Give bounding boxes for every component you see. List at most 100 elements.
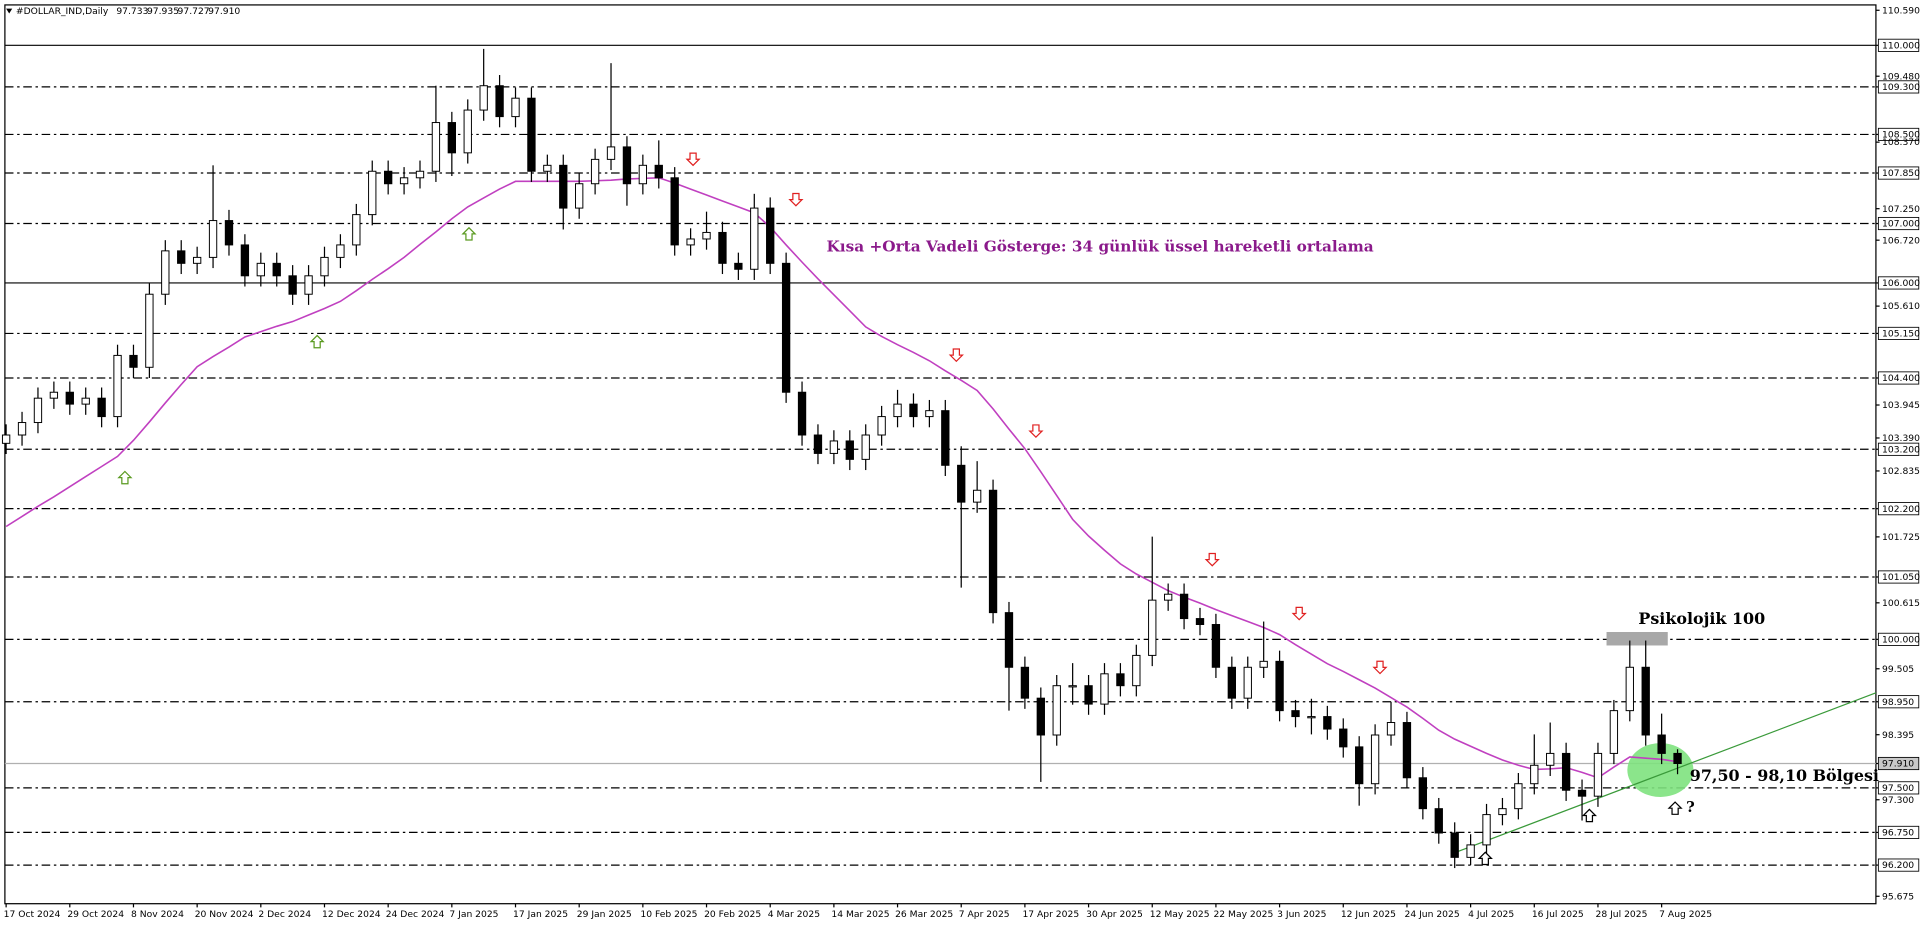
x-tick-label: 28 Jul 2025 [1596, 909, 1648, 920]
y-tick-label: 100.615 [1882, 598, 1920, 609]
annotation: ? [1686, 799, 1695, 816]
y-tick-label: 108.370 [1882, 137, 1920, 148]
resistance-box [1606, 632, 1668, 646]
x-tick-label: 7 Aug 2025 [1659, 909, 1712, 920]
candle-body [813, 434, 823, 454]
candle-body [1211, 624, 1221, 668]
candle-body [670, 177, 679, 246]
candle-body [192, 256, 202, 264]
candle-body [49, 391, 59, 399]
candle-body [527, 97, 536, 172]
menu-triangle [6, 8, 13, 14]
x-tick-label: 29 Jan 2025 [577, 909, 632, 920]
candle-body [797, 391, 807, 436]
x-tick-label: 26 Mar 2025 [895, 909, 953, 920]
y-tick-label: 110.000 [1882, 40, 1920, 51]
candle-body [654, 164, 663, 179]
arrow [1581, 808, 1597, 823]
x-tick-label: 16 Jul 2025 [1532, 909, 1584, 920]
x-tick-label: 17 Apr 2025 [1022, 909, 1079, 920]
candle-body [177, 250, 186, 264]
candle-body [1673, 752, 1682, 765]
level-label-box [1877, 38, 1920, 52]
candle-body [1482, 814, 1491, 846]
x-tick-label: 17 Jan 2025 [513, 909, 568, 920]
arrow [1372, 660, 1388, 675]
candle-body [129, 354, 138, 368]
arrow [788, 192, 804, 207]
candle-body [575, 183, 584, 209]
candle-body [1084, 685, 1093, 705]
x-tick-label: 22 May 2025 [1213, 909, 1273, 920]
candle-body [1609, 710, 1619, 754]
y-tick-label: 105.150 [1882, 329, 1920, 340]
x-tick-label: 8 Nov 2024 [131, 909, 184, 920]
candle-body [1116, 673, 1125, 687]
candle-body [1227, 666, 1236, 699]
x-tick-label: 2 Dec 2024 [258, 909, 311, 920]
candle-body [1625, 666, 1634, 712]
candle-body [1530, 764, 1539, 785]
candle-body [415, 170, 425, 179]
candle-body [240, 244, 250, 277]
candle-body [384, 170, 393, 185]
candle-body [1577, 789, 1587, 797]
candle-body [622, 146, 632, 185]
level-label-box [1877, 781, 1920, 795]
x-tick-label: 10 Feb 2025 [640, 909, 697, 920]
level-label-box [1877, 570, 1920, 584]
x-tick-label: 4 Jul 2025 [1468, 909, 1514, 920]
level-label-box [1877, 502, 1920, 516]
candle-body [972, 489, 982, 503]
candle-body [1132, 654, 1141, 687]
level-label-box [1877, 858, 1920, 872]
candle-body [1179, 593, 1189, 620]
candle-body [272, 262, 281, 277]
y-tick-label: 107.250 [1882, 204, 1920, 215]
candle-body [113, 354, 122, 418]
candle-body [1466, 844, 1475, 858]
arrow [117, 470, 133, 485]
x-tick-label: 12 May 2025 [1150, 909, 1210, 920]
arrow [1204, 552, 1220, 567]
arrow [309, 334, 325, 349]
y-tick-label: 101.725 [1882, 532, 1920, 543]
y-tick-label: 104.400 [1882, 373, 1920, 384]
level-label-box [1877, 326, 1920, 340]
y-tick-label: 109.300 [1882, 82, 1920, 93]
candle-body [336, 244, 345, 258]
header-value: 97.910 [208, 6, 240, 17]
y-tick-label: 102.835 [1882, 466, 1920, 477]
candle-body [638, 164, 648, 185]
header-value: 97.733 [116, 6, 148, 17]
x-tick-label: 4 Mar 2025 [768, 909, 820, 920]
ema-line [5, 176, 1678, 779]
candle-body [17, 422, 27, 436]
y-tick-label: 97.910 [1882, 759, 1914, 770]
y-tick-label: 106.720 [1882, 235, 1920, 246]
arrow [1291, 606, 1307, 621]
x-tick-label: 24 Dec 2024 [386, 909, 445, 920]
y-tick-label: 110.590 [1882, 5, 1920, 16]
candle-body [781, 262, 791, 393]
candle-body [463, 109, 472, 154]
candle-body [447, 122, 457, 154]
candle-body [1020, 666, 1030, 699]
candle-body [1164, 593, 1173, 601]
y-tick-label: 100.000 [1882, 634, 1920, 645]
level-label-box [1877, 166, 1920, 180]
x-tick-label: 12 Dec 2024 [322, 909, 381, 920]
candle-body [909, 403, 918, 418]
candle-body [1, 434, 11, 444]
candle-body [1259, 660, 1268, 668]
candle-body [224, 220, 234, 246]
candle-body [399, 177, 409, 185]
y-tick-label: 99.505 [1882, 664, 1914, 675]
candle-body [256, 262, 265, 277]
x-tick-label: 20 Nov 2024 [195, 909, 254, 920]
candle-body [1434, 808, 1443, 834]
x-tick-label: 30 Apr 2025 [1086, 909, 1143, 920]
